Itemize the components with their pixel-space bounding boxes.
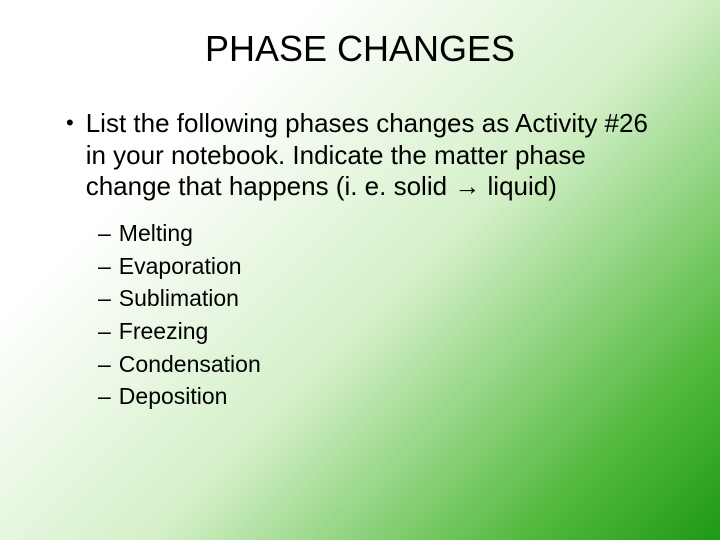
dash-icon: –	[98, 348, 111, 381]
slide: PHASE CHANGES • List the following phase…	[0, 0, 720, 540]
bullet-dot-icon: •	[66, 108, 74, 139]
sub-bullet-list: – Melting – Evaporation – Sublimation – …	[98, 217, 670, 413]
list-item: – Deposition	[98, 380, 670, 413]
main-bullet: • List the following phases changes as A…	[66, 108, 670, 203]
dash-icon: –	[98, 217, 111, 250]
sub-bullet-label: Freezing	[119, 315, 208, 348]
list-item: – Condensation	[98, 348, 670, 381]
dash-icon: –	[98, 380, 111, 413]
dash-icon: –	[98, 282, 111, 315]
list-item: – Freezing	[98, 315, 670, 348]
slide-title: PHASE CHANGES	[50, 28, 670, 70]
list-item: – Evaporation	[98, 250, 670, 283]
sub-bullet-label: Melting	[119, 217, 193, 250]
sub-bullet-label: Deposition	[119, 380, 228, 413]
list-item: – Melting	[98, 217, 670, 250]
dash-icon: –	[98, 315, 111, 348]
sub-bullet-label: Evaporation	[119, 250, 242, 283]
dash-icon: –	[98, 250, 111, 283]
sub-bullet-label: Condensation	[119, 348, 261, 381]
main-bullet-text: List the following phases changes as Act…	[86, 108, 670, 203]
sub-bullet-label: Sublimation	[119, 282, 239, 315]
list-item: – Sublimation	[98, 282, 670, 315]
